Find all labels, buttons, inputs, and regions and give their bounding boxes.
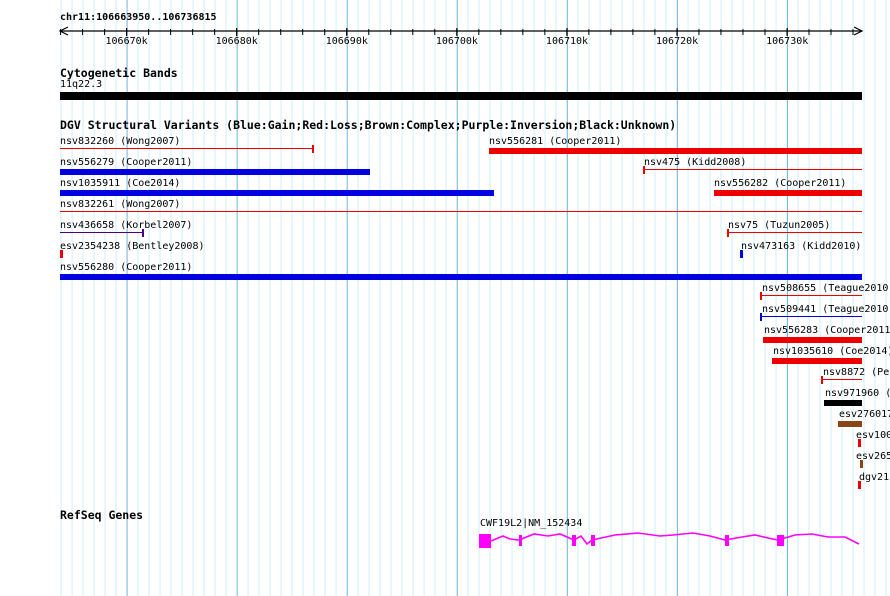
region-title: chr11:106663950..106736815 bbox=[60, 12, 217, 23]
variant-point-marker[interactable] bbox=[858, 439, 861, 447]
variant-point-marker[interactable] bbox=[860, 460, 863, 468]
gene-exon[interactable] bbox=[591, 535, 595, 546]
variant-label[interactable]: esv276017 bbox=[839, 409, 890, 420]
variant-breakpoint-tick[interactable] bbox=[727, 229, 729, 237]
variant-label[interactable]: esv265 bbox=[856, 451, 890, 462]
grid-background bbox=[60, 0, 890, 596]
variant-breakpoint-tick[interactable] bbox=[643, 166, 645, 174]
variant-label[interactable]: nsv509441 (Teague2010) bbox=[762, 304, 890, 315]
variant-label[interactable]: nsv1035911 (Coe2014) bbox=[60, 178, 181, 189]
cytoband-name: 11q22.3 bbox=[60, 79, 103, 90]
variant-label[interactable]: esv2354238 (Bentley2008) bbox=[60, 241, 205, 252]
cytobands-track-title: Cytogenetic Bands bbox=[60, 66, 178, 80]
variant-line[interactable] bbox=[728, 231, 862, 233]
variant-label[interactable]: nsv556280 (Cooper2011) bbox=[60, 262, 193, 273]
variant-label[interactable]: nsv8872 (Pe bbox=[823, 367, 890, 378]
variant-bar[interactable] bbox=[763, 337, 862, 343]
variant-line[interactable] bbox=[60, 210, 862, 212]
variant-label[interactable]: nsv832260 (Wong2007) bbox=[60, 136, 181, 147]
variant-label[interactable]: nsv75 (Tuzun2005) bbox=[728, 220, 831, 231]
variant-label[interactable]: nsv475 (Kidd2008) bbox=[644, 157, 747, 168]
gene-first-exon-box[interactable] bbox=[479, 534, 491, 548]
variant-breakpoint-tick[interactable] bbox=[821, 376, 823, 384]
variant-label[interactable]: esv100 bbox=[856, 430, 890, 441]
variant-label[interactable]: nsv508655 (Teague2010) bbox=[762, 283, 890, 294]
refseq-track-title: RefSeq Genes bbox=[60, 508, 144, 522]
variant-bar[interactable] bbox=[489, 148, 862, 154]
variant-point-marker[interactable] bbox=[858, 481, 861, 489]
variant-line[interactable] bbox=[822, 378, 862, 380]
variant-bar[interactable] bbox=[824, 400, 862, 406]
variant-line[interactable] bbox=[761, 315, 862, 317]
variant-point-marker[interactable] bbox=[740, 250, 743, 258]
variant-line[interactable] bbox=[761, 294, 862, 296]
variant-label[interactable]: nsv436658 (Korbel2007) bbox=[60, 220, 193, 231]
variant-point-marker[interactable] bbox=[60, 250, 63, 258]
dgv-track-title: DGV Structural Variants (Blue:Gain;Red:L… bbox=[60, 118, 677, 132]
variant-bar[interactable] bbox=[714, 190, 862, 196]
variant-line[interactable] bbox=[60, 147, 313, 149]
gene-exon[interactable] bbox=[572, 535, 576, 546]
cytoband-bar[interactable] bbox=[60, 92, 862, 100]
variant-label[interactable]: nsv556283 (Cooper2011) bbox=[764, 325, 890, 336]
variant-label[interactable]: nsv473163 (Kidd2010) bbox=[741, 241, 862, 252]
variant-label[interactable]: nsv832261 (Wong2007) bbox=[60, 199, 181, 210]
gene-exon[interactable] bbox=[725, 535, 729, 546]
variant-label[interactable]: nsv556279 (Cooper2011) bbox=[60, 157, 193, 168]
gene-label[interactable]: CWF19L2|NM_152434 bbox=[480, 518, 583, 529]
variant-label[interactable]: nsv556282 (Cooper2011) bbox=[714, 178, 847, 189]
variant-bar[interactable] bbox=[60, 169, 370, 175]
variant-bar[interactable] bbox=[60, 274, 862, 280]
variant-line[interactable] bbox=[644, 168, 862, 170]
gene-exon[interactable] bbox=[519, 535, 522, 546]
gene-exon[interactable] bbox=[777, 535, 784, 546]
variant-breakpoint-tick[interactable] bbox=[312, 145, 314, 153]
variant-label[interactable]: dgv21 bbox=[859, 472, 890, 483]
variant-breakpoint-tick[interactable] bbox=[760, 292, 762, 300]
variant-bar[interactable] bbox=[60, 190, 494, 196]
variant-breakpoint-tick[interactable] bbox=[142, 229, 144, 237]
variant-breakpoint-tick[interactable] bbox=[760, 313, 762, 321]
variant-label[interactable]: nsv556281 (Cooper2011) bbox=[489, 136, 622, 147]
variant-label[interactable]: nsv1035610 (Coe2014) bbox=[773, 346, 890, 357]
variant-line[interactable] bbox=[60, 231, 143, 233]
variant-bar[interactable] bbox=[772, 358, 862, 364]
variant-label[interactable]: nsv971960 ( bbox=[825, 388, 890, 399]
variant-bar[interactable] bbox=[838, 421, 862, 427]
